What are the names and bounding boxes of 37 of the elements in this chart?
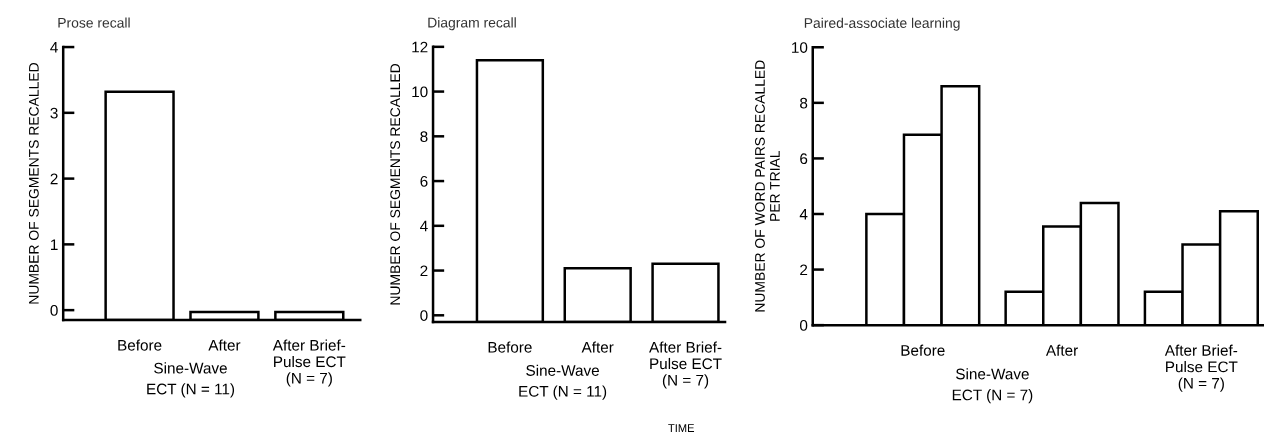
y-tick-label: 6 — [420, 175, 428, 187]
y-tick-label: 2 — [800, 264, 808, 276]
y-tick-label: 10 — [412, 86, 428, 98]
y-tick-label: 8 — [800, 97, 808, 109]
x-tick-label: After — [581, 341, 614, 353]
text: Sine-Wave ECT (N = 11) — [147, 362, 235, 398]
chart-title: Diagram recall — [428, 17, 516, 31]
x-tick-label: Before — [901, 344, 945, 356]
chart-title: Paired-associate learning — [804, 17, 960, 31]
y-tick-label: 0 — [799, 320, 808, 331]
x-tick-label: Before — [488, 341, 532, 353]
x-tick-label: After — [1045, 344, 1078, 356]
y-tick-label: 10 — [792, 42, 808, 53]
y-axis-title: NUMBER OF SEGMENTS RECALLED — [390, 63, 401, 305]
x-tick-label: After Brief- Pulse ECT (N = 7) — [272, 339, 346, 387]
x-tick-label: Before — [118, 339, 162, 351]
y-tick-label: 4 — [799, 209, 808, 220]
chart-title: Prose recall — [58, 17, 130, 28]
y-tick-label: 6 — [800, 153, 808, 165]
x-tick-label: After Brief- Pulse ECT (N = 7) — [1164, 344, 1238, 392]
text: Sine-Wave ECT (N = 7) — [952, 368, 1033, 404]
y-tick-label: 0 — [420, 310, 428, 321]
text: Sine-Wave ECT (N = 11) — [519, 364, 607, 400]
y-tick-label: 1 — [51, 239, 58, 250]
y-axis-title: NUMBER OF SEGMENTS RECALLED — [28, 63, 39, 304]
y-tick-label: 12 — [412, 41, 428, 53]
y-axis-title: NUMBER OF WORD PAIRS RECALLED PER TRIAL — [755, 60, 780, 312]
x-axis-title: TIME — [668, 424, 695, 432]
x-tick-label: After Brief- Pulse ECT (N = 7) — [649, 341, 722, 389]
y-tick-label: 3 — [50, 107, 58, 119]
y-tick-label: 4 — [50, 42, 58, 53]
y-tick-label: 4 — [420, 220, 428, 232]
y-tick-label: 2 — [420, 265, 428, 277]
y-tick-label: 0 — [50, 305, 58, 316]
y-tick-label: 8 — [420, 131, 428, 143]
y-tick-label: 2 — [50, 173, 58, 185]
x-tick-label: After — [208, 339, 241, 351]
